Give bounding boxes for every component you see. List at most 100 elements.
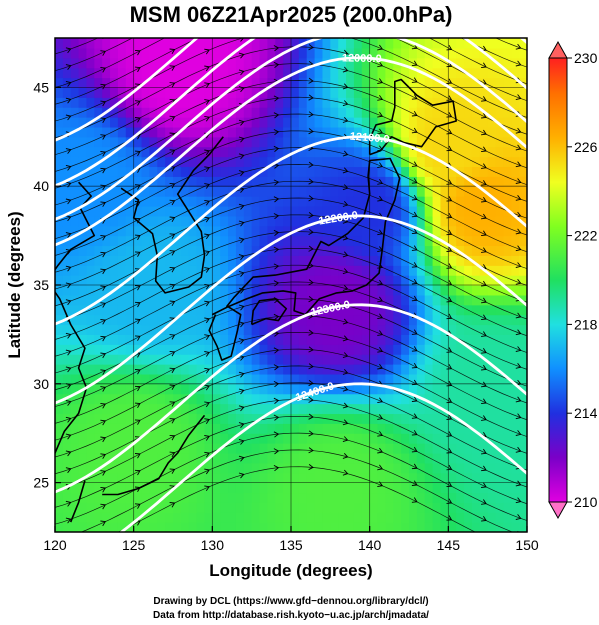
heatmap-cell — [188, 126, 198, 138]
heatmap-cell — [149, 304, 158, 316]
heatmap-cell — [409, 166, 418, 177]
heatmap-cell — [180, 452, 190, 464]
heatmap-cell — [235, 413, 245, 424]
heatmap-cell — [149, 97, 158, 108]
heatmap-cell — [62, 77, 72, 88]
heatmap-cell — [204, 512, 213, 523]
heatmap-cell — [62, 275, 72, 286]
heatmap-cell — [204, 107, 213, 118]
wind-arrow — [342, 234, 349, 241]
wind-arrow — [169, 434, 176, 441]
heatmap-cell — [267, 393, 276, 405]
heatmap-cell — [456, 235, 465, 247]
wind-arrow — [308, 413, 314, 420]
heatmap-cell — [353, 304, 363, 316]
heatmap-cell — [133, 324, 143, 335]
heatmap-cell — [235, 324, 245, 335]
heatmap-cell — [235, 344, 245, 355]
heatmap-cell — [314, 146, 324, 158]
heatmap-cell — [102, 97, 111, 108]
heatmap-cell — [94, 255, 103, 266]
heatmap-cell — [306, 275, 316, 286]
heatmap-cell — [306, 38, 316, 49]
wind-arrow — [411, 362, 418, 369]
heatmap-cell — [471, 354, 481, 365]
wind-arrow — [411, 463, 418, 470]
heatmap-cell — [314, 502, 324, 513]
wind-arrow — [481, 482, 487, 488]
heatmap-cell — [165, 354, 174, 365]
heatmap-cell — [322, 512, 331, 523]
wind-arrow — [100, 453, 107, 459]
heatmap-cell — [338, 334, 347, 345]
heatmap-cell — [377, 87, 386, 98]
heatmap-cell — [314, 354, 324, 365]
wind-arrow — [481, 398, 487, 405]
heatmap-cell — [511, 364, 520, 375]
heatmap-cell — [503, 403, 512, 415]
wind-arrow — [238, 86, 245, 93]
heatmap-cell — [440, 77, 449, 88]
heatmap-cell — [503, 117, 512, 128]
heatmap-cell — [86, 176, 95, 187]
wind-arrow — [481, 364, 487, 371]
heatmap-cell — [511, 423, 520, 434]
heatmap-cell — [55, 146, 64, 158]
heatmap-cell — [157, 452, 166, 464]
wind-arrow — [342, 150, 349, 157]
heatmap-cell — [165, 492, 174, 503]
heatmap-cell — [322, 462, 331, 474]
heatmap-cell — [267, 255, 276, 266]
heatmap-cell — [173, 334, 182, 345]
heatmap-cell — [173, 393, 182, 405]
heatmap-cell — [55, 255, 64, 266]
heatmap-cell — [298, 472, 308, 484]
heatmap-cell — [503, 512, 512, 523]
heatmap-cell — [346, 413, 355, 424]
heatmap-cell — [338, 97, 347, 108]
wind-arrow — [238, 422, 245, 428]
heatmap-cell — [487, 107, 497, 118]
heatmap-cell — [110, 314, 119, 326]
heatmap-cell — [330, 196, 339, 207]
streamline — [55, 382, 527, 475]
heatmap-cell — [409, 344, 418, 355]
heatmap-cell — [432, 215, 442, 227]
heatmap-cell — [369, 304, 379, 316]
heatmap-cell — [204, 294, 213, 306]
heatmap-cell — [511, 294, 520, 306]
heatmap-cell — [220, 205, 229, 217]
heatmap-cell — [346, 97, 355, 108]
heatmap-cell — [385, 383, 394, 395]
heatmap-cell — [487, 324, 497, 335]
wind-arrow — [515, 396, 522, 403]
heatmap-cell — [157, 126, 166, 138]
heatmap-cell — [487, 403, 497, 415]
heatmap-cell — [180, 314, 190, 326]
heatmap-cell — [353, 413, 363, 424]
heatmap-cell — [409, 265, 418, 276]
heatmap-cell — [361, 166, 371, 177]
heatmap-cell — [393, 502, 402, 513]
heatmap-cell — [102, 354, 111, 365]
heatmap-cell — [102, 522, 111, 532]
heatmap-cell — [102, 383, 111, 395]
heatmap-cell — [86, 126, 95, 138]
heatmap-cell — [519, 462, 527, 474]
heatmap-cell — [440, 275, 449, 286]
heatmap-cell — [369, 156, 379, 168]
heatmap-cell — [346, 314, 355, 326]
heatmap-cell — [306, 373, 316, 385]
wind-arrow — [481, 533, 486, 538]
heatmap-cell — [133, 136, 143, 148]
heatmap-cell — [125, 512, 135, 523]
y-tick-label: 40 — [33, 178, 49, 194]
heatmap-cell — [188, 77, 198, 88]
heatmap-cell — [243, 314, 253, 326]
wind-arrow — [481, 129, 487, 136]
heatmap-cell — [385, 413, 394, 424]
wind-arrow — [377, 414, 384, 420]
heatmap-cell — [471, 304, 481, 316]
heatmap-cell — [393, 225, 402, 237]
heatmap-cell — [369, 57, 379, 69]
